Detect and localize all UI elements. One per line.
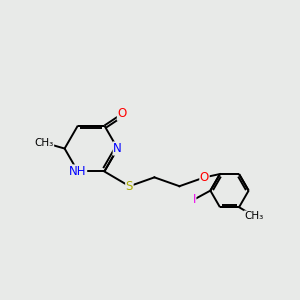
Text: S: S [126,180,133,193]
Text: O: O [117,107,127,120]
Text: I: I [193,193,196,206]
Text: CH₃: CH₃ [244,211,263,221]
Text: O: O [200,171,209,184]
Text: CH₃: CH₃ [34,138,54,148]
Text: N: N [113,142,122,155]
Text: NH: NH [69,165,87,178]
